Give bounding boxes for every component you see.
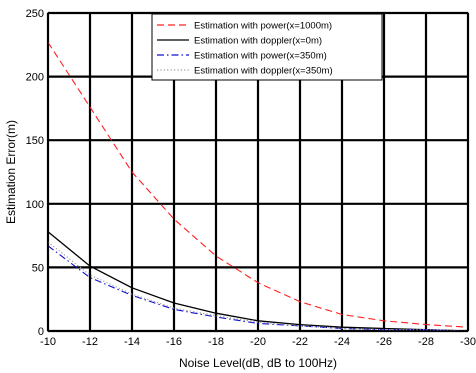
legend: Estimation with power(x=1000m) Estimation… xyxy=(151,13,383,81)
x-tick-label: -30 xyxy=(460,336,476,348)
x-tick-label: -28 xyxy=(418,336,434,348)
legend-label: Estimation with doppler(x=0m) xyxy=(194,36,322,47)
y-tick-label: 50 xyxy=(32,262,44,274)
legend-box xyxy=(151,13,383,81)
legend-label: Estimation with power(x=1000m) xyxy=(194,21,332,32)
y-tick-label: 150 xyxy=(26,135,44,147)
series-line-2 xyxy=(47,231,469,332)
series-line-1 xyxy=(47,42,469,328)
x-tick-label: -12 xyxy=(82,336,98,348)
series-layer xyxy=(47,42,469,332)
y-tick-labels: 0 50 100 150 200 250 xyxy=(26,8,44,338)
y-axis-label: Estimation Error(m) xyxy=(4,120,18,224)
x-tick-label: -14 xyxy=(124,336,140,348)
x-axis-label: Noise Level(dB, dB to 100Hz) xyxy=(179,356,337,370)
y-tick-label: 0 xyxy=(38,326,44,338)
x-tick-label: -22 xyxy=(292,336,308,348)
x-tick-label: -20 xyxy=(250,336,266,348)
y-tick-label: 100 xyxy=(26,199,44,211)
plot-frame xyxy=(47,12,469,332)
x-tick-label: -10 xyxy=(40,336,56,348)
legend-label: Estimation with power(x=350m) xyxy=(194,51,327,62)
series-line-3 xyxy=(47,245,469,332)
x-tick-labels: -10 -12 -14 -16 -18 -20 -22 -24 -26 -28 -30 xyxy=(40,336,476,348)
legend-label: Estimation with doppler(x=350m) xyxy=(194,66,333,77)
y-tick-label: 200 xyxy=(26,72,44,84)
series-line-4 xyxy=(47,241,469,332)
x-tick-label: -16 xyxy=(166,336,182,348)
y-tick-label: 250 xyxy=(26,8,44,20)
x-tick-label: -24 xyxy=(334,336,350,348)
x-tick-label: -26 xyxy=(376,336,392,348)
x-tick-label: -18 xyxy=(208,336,224,348)
